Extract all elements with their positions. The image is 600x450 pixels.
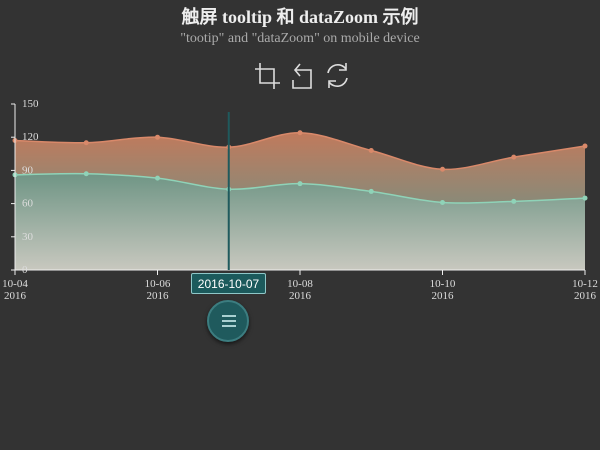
x-tick-label: 10-08	[287, 278, 313, 290]
series-2-point[interactable]	[511, 155, 516, 160]
series-2-point[interactable]	[84, 140, 89, 145]
x-tick-year-label: 2016	[4, 290, 27, 302]
series-2-point[interactable]	[155, 135, 160, 140]
x-tick-label: 10-06	[145, 278, 171, 290]
y-tick-label: 0	[22, 264, 28, 276]
y-tick-label: 30	[22, 231, 34, 243]
y-tick-label: 60	[22, 198, 34, 210]
series-2-point[interactable]	[440, 167, 445, 172]
series-1-point[interactable]	[583, 196, 588, 201]
x-tick-label: 10-04	[2, 278, 28, 290]
series-2-point[interactable]	[298, 130, 303, 135]
y-tick-label: 120	[22, 131, 39, 143]
series-1-point[interactable]	[84, 171, 89, 176]
series-2-point[interactable]	[369, 148, 374, 153]
series-1-point[interactable]	[369, 189, 374, 194]
x-tick-year-label: 2016	[574, 290, 597, 302]
x-tick-year-label: 2016	[432, 290, 455, 302]
x-tick-label: 10-10	[430, 278, 456, 290]
tooltip-date-label: 2016-10-07	[191, 273, 266, 294]
series-1-point[interactable]	[511, 199, 516, 204]
series-1-point[interactable]	[155, 176, 160, 181]
x-tick-label: 10-12	[572, 278, 598, 290]
x-tick-year-label: 2016	[289, 290, 312, 302]
series-2-point[interactable]	[583, 144, 588, 149]
x-tick-year-label: 2016	[147, 290, 170, 302]
y-tick-label: 90	[22, 164, 34, 176]
series-1-point[interactable]	[440, 200, 445, 205]
y-tick-label: 150	[22, 98, 39, 110]
series-1-point[interactable]	[298, 181, 303, 186]
datazoom-handle-button[interactable]	[207, 300, 249, 342]
menu-icon	[222, 315, 236, 327]
